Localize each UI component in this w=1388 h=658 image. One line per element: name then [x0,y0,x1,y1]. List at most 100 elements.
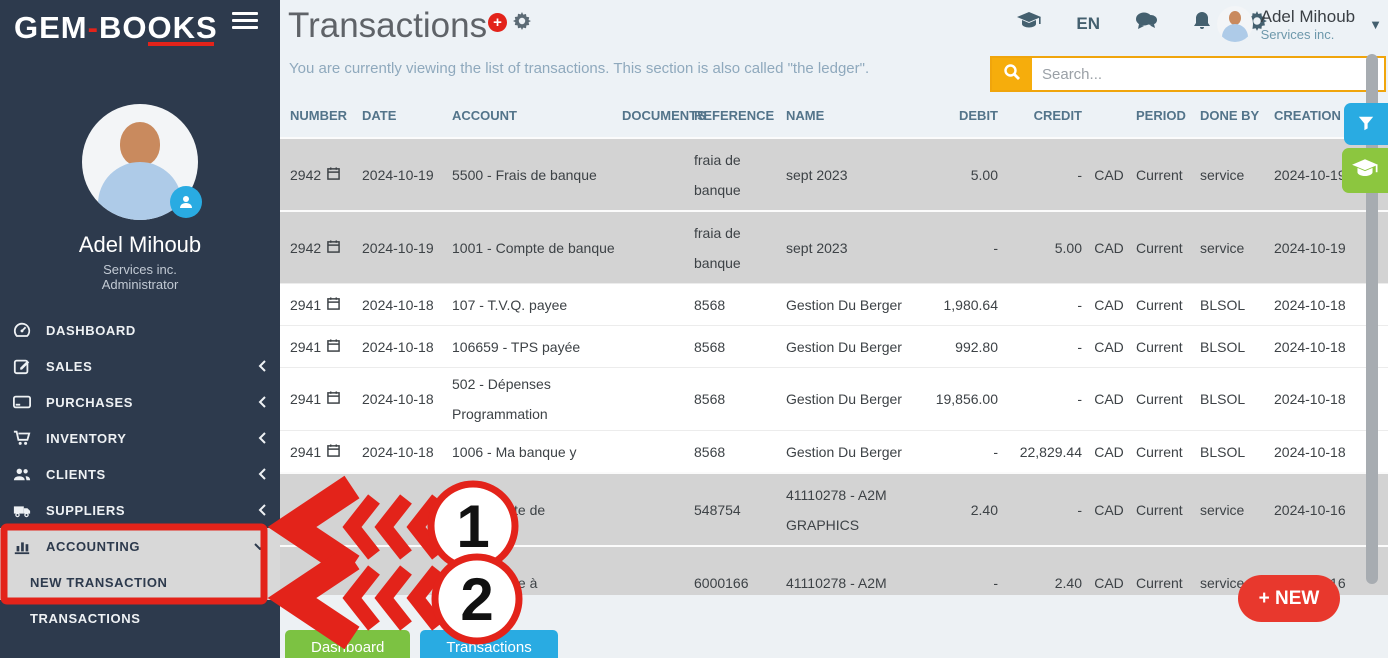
cell-currency: CAD [1094,391,1124,407]
cell-name: 41110278 - A2M GRAPHICS [786,486,887,533]
cell-done-by: service [1200,574,1245,591]
cell-account: 1006 - Ma banque y [452,443,577,460]
column-header-date[interactable]: DATE [362,108,397,123]
tab-transactions[interactable]: Transactions [420,630,558,658]
sidebar-user-name: Adel Mihoub [78,232,202,257]
cell-date: 2024-10-18 [362,443,434,460]
cell-debit: 992.80 [955,338,998,355]
academy-icon[interactable] [1016,11,1042,36]
logo-text-right: BOOKS [98,10,218,45]
sidebar-item-label: SUPPLIERS [46,502,126,518]
cell-done-by: service [1200,166,1245,183]
calendar-icon [327,437,340,467]
cell-debit: 1,980.64 [943,296,999,313]
tab-dashboard[interactable]: Dashboard [285,630,411,658]
column-header-number[interactable]: NUMBER [290,108,348,123]
sidebar-item-accounting[interactable]: ACCOUNTING [0,528,280,564]
user-badge-icon[interactable] [170,186,202,218]
cell-account: 502 - Dépenses Programmation [452,376,551,422]
language-selector[interactable]: EN [1076,13,1100,33]
sidebar-item-dashboard[interactable]: DASHBOARD [0,312,280,348]
table-row[interactable]: 2942 2024-10-19 5500 - Frais de banque f… [280,137,1388,210]
cell-number: 2941 [290,338,322,355]
filter-button[interactable] [1344,103,1388,145]
cell-number: 2941 [290,443,322,460]
cell-name: Gestion Du Berger [786,443,902,460]
table-row[interactable]: 2941 2024-10-18 1006 - Ma banque y 8568 … [280,430,1388,472]
cell-currency: CAD [1094,166,1124,183]
cell-period: Current [1136,239,1183,256]
table-row[interactable]: 2941 2024-10-18 106659 - TPS payée 8568 … [280,325,1388,367]
cell-currency: CAD [1094,501,1124,518]
column-header-period[interactable]: PERIOD [1136,108,1186,123]
column-header-debit[interactable]: DEBIT [959,108,998,123]
sidebar-item-inventory[interactable]: INVENTORY [0,420,280,456]
cell-debit: 19,856.00 [935,391,998,407]
cell-creation: 2024-10-16 [1274,501,1346,518]
sidebar-item-new-transaction[interactable]: NEW TRANSACTION [0,564,280,600]
column-header-account[interactable]: ACCOUNT [452,108,517,123]
cell-debit: - [993,239,998,256]
footer-tab-bar: Dashboard Transactions [280,595,1388,658]
column-header-reference[interactable]: REFERENCE [694,108,775,123]
cell-debit: - [993,443,998,460]
sidebar-item-suppliers[interactable]: SUPPLIERS [0,492,280,528]
sidebar-item-transactions[interactable]: TRANSACTIONS [0,600,280,636]
column-header-creation[interactable]: CREATION [1274,108,1341,123]
academy-side-button[interactable] [1342,148,1388,193]
cell-creation: 2024-10-18 [1274,296,1346,313]
logo-underline [148,42,214,46]
sidebar-user-company: Services inc. [103,262,177,277]
graduation-cap-icon [1351,158,1379,183]
table-row[interactable]: 2942 2024-10-19 1001 - Compte de banque … [280,210,1388,283]
sidebar-item-label: ACCOUNTING [46,538,141,554]
hamburger-icon[interactable] [232,8,258,30]
search-input[interactable] [1032,58,1384,90]
cell-debit: - [993,574,998,591]
search-button[interactable] [992,58,1032,90]
table-row[interactable]: 2941 2024-10-18 107 - T.V.Q. payee 8568 … [280,283,1388,325]
add-transaction-icon[interactable]: + [488,13,507,32]
search-bar [990,56,1386,92]
sidebar-item-clients[interactable]: CLIENTS [0,456,280,492]
sidebar: GEM-BOOKS Adel Mihoub Services inc. Admi… [0,0,280,658]
cell-credit: - [1077,391,1082,407]
avatar[interactable] [82,104,198,220]
inventory-icon [12,428,32,448]
user-menu[interactable]: Adel Mihoub Services inc. ▼ [1216,6,1382,42]
cell-name: Gestion Du Berger [786,338,902,355]
cell-creation: 2024-10-19 [1274,239,1346,256]
notifications-bell-icon[interactable] [1192,10,1212,37]
avatar [1216,6,1253,42]
new-button[interactable]: + NEW [1238,575,1340,622]
cell-reference: 6000166 [694,574,749,591]
cell-done-by: BLSOL [1200,443,1246,460]
chevron-left-icon [254,396,266,408]
sidebar-item-purchases[interactable]: PURCHASES [0,384,280,420]
chevron-left-icon [254,432,266,444]
chat-icon[interactable] [1134,11,1158,36]
sidebar-menu: DASHBOARD SALES PURCHASES INVENTORY CLIE… [0,312,280,636]
main-content: Transactions + You are currently viewing… [280,0,1388,658]
table-row[interactable]: te de 548754 41110278 - A2M GRAPHICS 2.4… [280,472,1388,545]
cell-credit: 5.00 [1054,239,1082,256]
settings-gear-icon[interactable] [1246,10,1268,37]
column-header-name[interactable]: NAME [786,108,825,123]
cell-reference: 548754 [694,501,741,518]
cell-account: te de [514,501,546,518]
logo: GEM-BOOKS [0,0,280,52]
cell-done-by: service [1200,501,1245,518]
cell-done-by: BLSOL [1200,338,1246,355]
purchases-icon [12,392,32,412]
column-header-documents[interactable]: DOCUMENTS [622,108,706,123]
logo-dash: - [87,10,99,45]
cell-account: 5500 - Frais de banque [452,166,597,183]
table-row[interactable]: 2941 2024-10-18 502 - Dépenses Programma… [280,367,1388,430]
column-header-done-by[interactable]: DONE BY [1200,108,1260,123]
cell-name: sept 2023 [786,166,848,183]
page-settings-gear-icon[interactable] [512,11,532,36]
sidebar-item-sales[interactable]: SALES [0,348,280,384]
column-header-credit[interactable]: CREDIT [1033,108,1082,123]
calendar-icon [327,290,340,320]
